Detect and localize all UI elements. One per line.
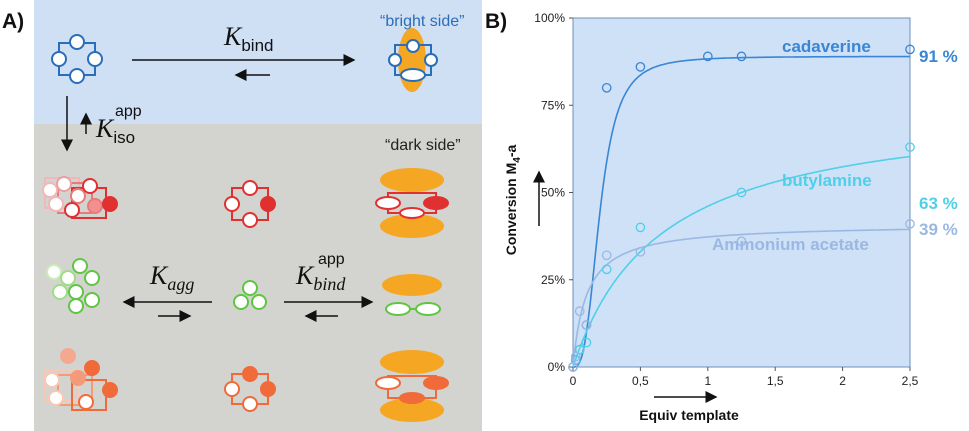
y-axis-title: Conversion M4-a	[503, 144, 523, 255]
data-point-ammonium-acetate	[736, 236, 747, 247]
series-label: cadaverine	[782, 37, 871, 56]
data-point-butylamine	[635, 222, 646, 233]
k-bind-app-label: Kbind	[295, 261, 346, 294]
x-axis-title: Equiv template	[639, 407, 739, 423]
data-point-butylamine	[905, 142, 915, 152]
k-bind-app-sup: app	[318, 251, 345, 268]
green-bound-complex-icon	[382, 274, 442, 316]
data-point-butylamine	[581, 337, 592, 348]
fit-curve-butylamine	[572, 155, 911, 368]
x-tick-label: 0	[570, 374, 577, 388]
data-point-ammonium-acetate	[601, 250, 612, 261]
red-bound-complex-icon	[375, 168, 449, 238]
panel-b-label: B)	[485, 10, 507, 33]
orange-aggregate-icon	[44, 348, 118, 411]
series-end-value: 91 %	[919, 47, 958, 66]
series-label: Ammonium acetate	[712, 235, 869, 254]
x-tick-label: 1,5	[767, 374, 784, 388]
series-end-value: 39 %	[919, 220, 958, 239]
orange-bound-complex-icon	[375, 350, 449, 422]
x-tick-label: 0,5	[632, 374, 649, 388]
green-macrocycle-icon	[233, 280, 267, 310]
x-tick-label: 1	[704, 374, 711, 388]
x-tick-label: 2,5	[902, 374, 919, 388]
data-point-butylamine	[574, 344, 585, 355]
fit-curve-ammonium-acetate	[572, 228, 910, 368]
data-point-ammonium-acetate	[905, 219, 915, 229]
data-point-cadaverine	[601, 82, 612, 93]
panel-a-label: A)	[2, 10, 24, 33]
y-tick-label: 0%	[548, 360, 566, 374]
red-macrocycle-icon	[224, 180, 276, 228]
k-iso-sup: app	[115, 103, 142, 120]
series-label: butylamine	[782, 171, 872, 190]
data-point-cadaverine	[635, 62, 646, 72]
orange-macrocycle-icon	[224, 366, 276, 412]
y-tick-label: 25%	[541, 273, 565, 287]
x-tick-label: 2	[839, 374, 846, 388]
macrocycle-bound-icon	[388, 28, 438, 92]
y-tick-label: 75%	[541, 98, 565, 112]
data-point-ammonium-acetate	[570, 351, 581, 362]
k-iso-label: Kiso	[95, 114, 135, 147]
data-point-butylamine	[601, 264, 612, 275]
dark-side-label: “dark side”	[385, 137, 461, 154]
y-tick-label: 50%	[541, 186, 565, 200]
series-end-value: 63 %	[919, 194, 958, 213]
data-point-ammonium-acetate	[635, 246, 646, 257]
data-point-ammonium-acetate	[568, 362, 578, 372]
data-point-ammonium-acetate	[581, 320, 592, 330]
k-bind-label: Kbind	[223, 22, 273, 55]
macrocycle-free-icon	[51, 34, 103, 84]
data-point-cadaverine	[702, 51, 713, 62]
data-point-cadaverine	[905, 44, 915, 55]
green-aggregate-icon	[46, 258, 100, 314]
y-tick-label: 100%	[534, 11, 565, 25]
k-agg-label: Kagg	[149, 261, 194, 294]
svg-text:Conversion M4-a: Conversion M4-a	[503, 144, 523, 255]
fit-curve-cadaverine	[573, 55, 911, 368]
bright-side-label: “bright side”	[380, 13, 464, 30]
red-aggregate-icon	[42, 176, 118, 219]
data-point-butylamine	[736, 187, 747, 198]
data-point-ammonium-acetate	[574, 306, 585, 317]
data-point-cadaverine	[736, 51, 747, 62]
